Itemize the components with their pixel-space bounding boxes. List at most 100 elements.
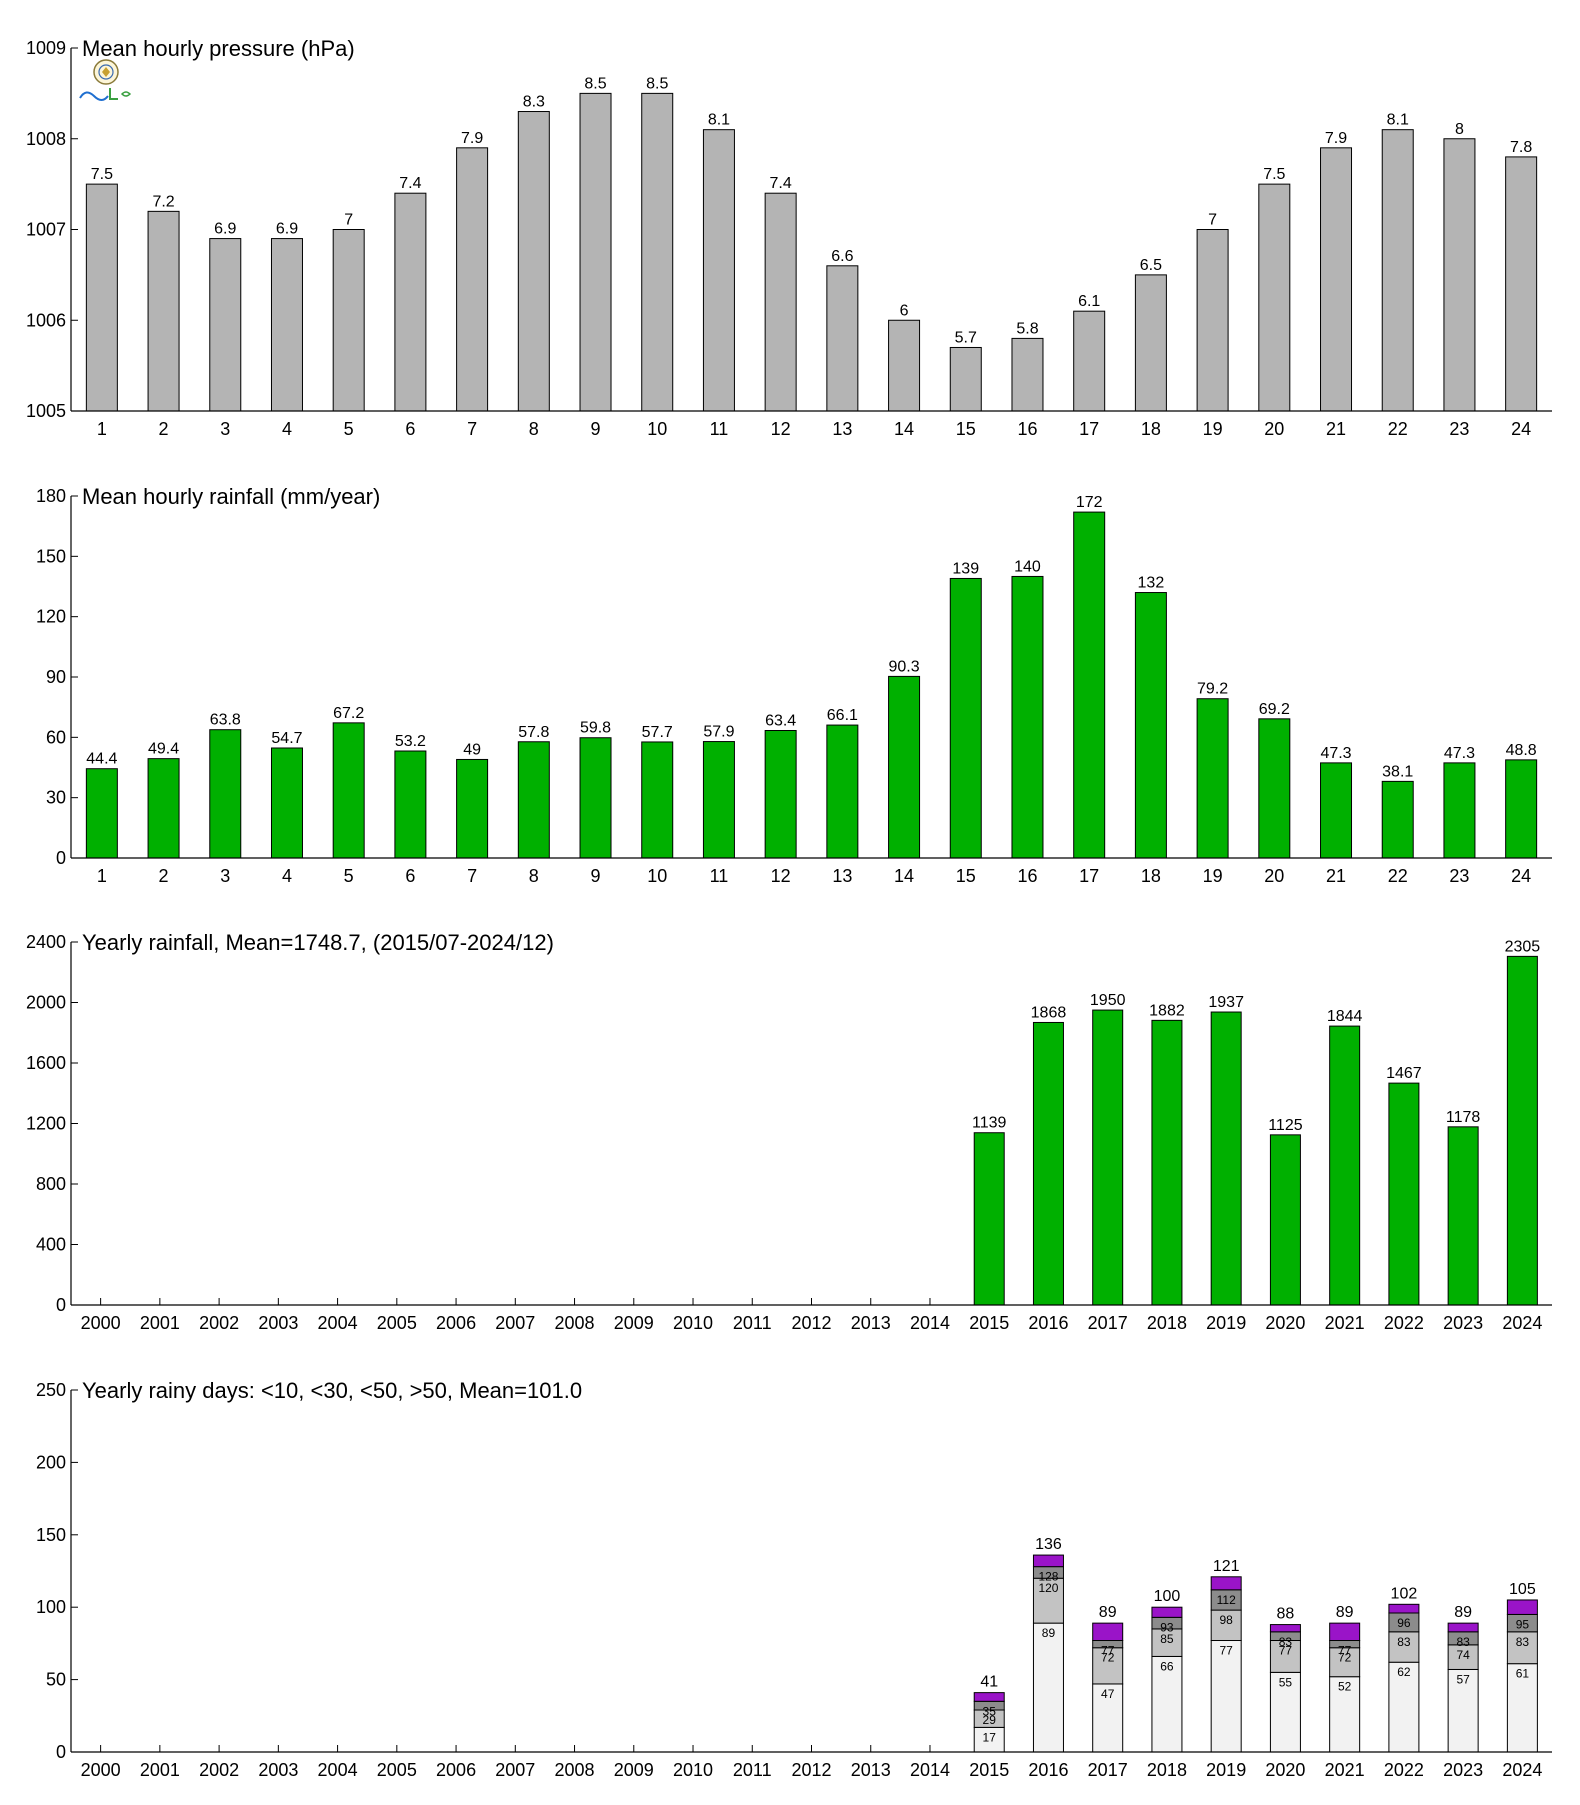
bar-value-label: 6.9	[276, 221, 298, 238]
y-tick-label: 1200	[26, 1114, 66, 1134]
x-tick-label: 13	[832, 419, 852, 439]
segment-value-label: 83	[1456, 1635, 1470, 1649]
stack-total-label: 89	[1454, 1604, 1472, 1621]
bar-value-label: 47.3	[1320, 745, 1351, 762]
bar	[85, 183, 118, 412]
bar	[147, 210, 180, 412]
bar	[209, 238, 242, 412]
bar	[332, 722, 365, 859]
x-tick-label: 24	[1511, 866, 1531, 886]
bar-value-label: 8.3	[523, 94, 545, 111]
x-tick-label: 17	[1079, 419, 1099, 439]
bar	[973, 1132, 1005, 1306]
segment-value-label: 72	[1101, 1651, 1115, 1665]
chart-1-title: Mean hourly pressure (hPa)	[82, 36, 355, 61]
bar-value-label: 6.6	[831, 248, 853, 265]
bar-value-label: 67.2	[333, 705, 364, 722]
x-tick-label: 2024	[1502, 1760, 1542, 1780]
stack-segment	[1269, 1640, 1301, 1673]
x-tick-label: 14	[894, 866, 914, 886]
x-tick-label: 2018	[1147, 1760, 1187, 1780]
segment-value-label: 52	[1338, 1680, 1352, 1694]
bar	[949, 346, 982, 412]
bar	[764, 729, 797, 859]
bar	[888, 675, 921, 859]
x-tick-label: 2010	[673, 1313, 713, 1333]
bar	[332, 229, 365, 412]
x-tick-label: 2012	[791, 1760, 831, 1780]
bar-value-label: 1125	[1268, 1117, 1303, 1134]
x-tick-label: 2008	[555, 1313, 595, 1333]
y-tick-label: 200	[36, 1452, 66, 1472]
x-tick-label: 9	[591, 419, 601, 439]
bar	[579, 737, 612, 859]
stack-segment	[1329, 1647, 1361, 1678]
x-tick-label: 10	[647, 866, 667, 886]
x-tick-label: 2019	[1206, 1313, 1246, 1333]
x-tick-label: 2014	[910, 1760, 950, 1780]
x-tick-label: 2017	[1088, 1760, 1128, 1780]
stack-segment	[1210, 1609, 1242, 1642]
stack-segment	[1447, 1622, 1479, 1633]
y-tick-label: 150	[36, 1525, 66, 1545]
bar	[1447, 1126, 1479, 1306]
x-tick-label: 2013	[851, 1760, 891, 1780]
x-tick-label: 10	[647, 419, 667, 439]
bar	[641, 92, 674, 412]
bar	[394, 750, 427, 859]
stack-segment	[1506, 1631, 1538, 1665]
stack-segment	[1447, 1644, 1479, 1670]
x-tick-label: 2010	[673, 1760, 713, 1780]
y-tick-label: 150	[36, 546, 66, 566]
segment-value-label: 128	[1038, 1570, 1058, 1584]
y-tick-label: 0	[56, 1295, 66, 1315]
x-tick-label: 2002	[199, 1313, 239, 1333]
y-tick-label: 1007	[26, 220, 66, 240]
y-tick-label: 30	[46, 788, 66, 808]
x-tick-label: 2016	[1028, 1760, 1068, 1780]
x-tick-label: 24	[1511, 419, 1531, 439]
x-tick-label: 18	[1141, 866, 1161, 886]
segment-value-label: 77	[1220, 1644, 1234, 1658]
bar	[1073, 511, 1106, 859]
y-tick-label: 120	[36, 607, 66, 627]
bar-value-label: 8.5	[646, 75, 668, 92]
segment-value-label: 74	[1456, 1648, 1470, 1662]
stack-segment	[1092, 1622, 1124, 1642]
stack-segment	[1151, 1606, 1183, 1618]
bar-value-label: 6.9	[214, 221, 236, 238]
bar-value-label: 57.7	[642, 724, 673, 741]
y-tick-label: 60	[46, 727, 66, 747]
x-tick-label: 2020	[1265, 1760, 1305, 1780]
bar	[1151, 1019, 1183, 1306]
y-tick-label: 1006	[26, 310, 66, 330]
bar-value-label: 6.1	[1078, 293, 1100, 310]
x-tick-label: 2001	[140, 1313, 180, 1333]
bar	[641, 741, 674, 859]
x-tick-label: 2005	[377, 1760, 417, 1780]
x-tick-label: 2018	[1147, 1313, 1187, 1333]
stack-segment	[1388, 1603, 1420, 1614]
segment-value-label: 89	[1042, 1626, 1056, 1640]
segment-value-label: 29	[983, 1713, 997, 1727]
stack-segment	[1210, 1576, 1242, 1591]
x-tick-label: 1	[97, 866, 107, 886]
bar	[1443, 138, 1476, 412]
lab-logo	[79, 59, 132, 101]
bar-value-label: 1950	[1090, 992, 1126, 1009]
x-tick-label: 13	[832, 866, 852, 886]
bar-value-label: 54.7	[271, 730, 302, 747]
x-tick-label: 11	[710, 866, 729, 886]
x-tick-label: 2009	[614, 1760, 654, 1780]
segment-value-label: 83	[1397, 1635, 1411, 1649]
bar	[517, 741, 550, 859]
x-tick-label: 2005	[377, 1313, 417, 1333]
bar-value-label: 8.1	[1387, 112, 1409, 129]
x-tick-label: 15	[956, 419, 976, 439]
x-tick-label: 2002	[199, 1760, 239, 1780]
x-tick-label: 2023	[1443, 1760, 1483, 1780]
bar	[1320, 762, 1353, 859]
bar-value-label: 8	[1455, 121, 1464, 138]
stack-segment	[1388, 1631, 1420, 1663]
y-tick-label: 0	[56, 1742, 66, 1762]
